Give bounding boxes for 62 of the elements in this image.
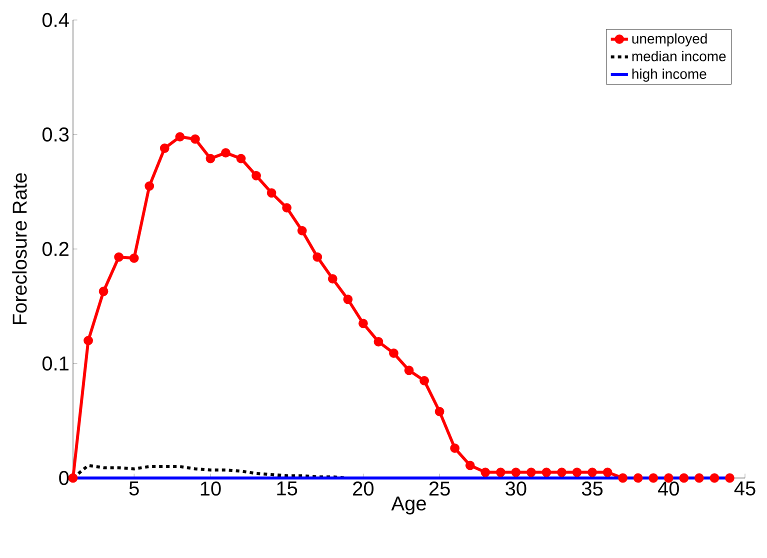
point — [389, 348, 398, 358]
point — [221, 148, 230, 158]
legend-label: median income — [632, 51, 726, 62]
x-tick-label: 45 — [734, 482, 756, 496]
point — [434, 406, 444, 416]
x-axis-title: Age — [391, 496, 426, 514]
point — [160, 144, 170, 153]
point — [465, 460, 475, 470]
x-tick-label: 5 — [129, 482, 139, 496]
point — [343, 294, 353, 304]
point — [206, 154, 216, 164]
point — [480, 468, 490, 477]
y-tick-label: 0 — [59, 470, 69, 486]
point — [633, 473, 643, 483]
point — [450, 444, 460, 453]
legend-label: high income — [632, 68, 706, 82]
point — [297, 226, 307, 236]
x-tick-label: 15 — [277, 482, 298, 496]
point — [602, 468, 612, 477]
point — [618, 473, 628, 483]
point — [710, 473, 720, 483]
y-tick-label: 0.1 — [42, 356, 68, 371]
legend-label: unemployed — [632, 33, 707, 46]
point — [266, 188, 276, 198]
point — [84, 336, 93, 346]
point — [572, 468, 582, 477]
point — [694, 473, 704, 483]
point — [98, 286, 108, 296]
point — [282, 203, 292, 212]
point — [420, 376, 429, 386]
point — [328, 274, 338, 284]
point — [496, 468, 506, 477]
point — [190, 134, 200, 144]
point — [542, 468, 552, 477]
point — [114, 252, 124, 262]
y-tick-label: 0.3 — [42, 127, 69, 142]
point — [144, 181, 154, 191]
point — [252, 171, 261, 180]
point — [175, 132, 185, 142]
point — [374, 337, 384, 346]
y-axis-title: Foreclosure Rate — [12, 173, 27, 324]
point — [404, 366, 414, 376]
point — [557, 468, 566, 477]
point — [68, 473, 78, 483]
x-tick-label: 35 — [582, 482, 603, 496]
point — [129, 253, 139, 263]
y-tick-label: 0.2 — [42, 242, 68, 256]
point — [588, 468, 597, 477]
point — [725, 473, 734, 483]
y-tick-label: 0.4 — [42, 12, 69, 28]
x-tick-label: 10 — [200, 482, 221, 496]
x-tick-label: 40 — [658, 482, 679, 496]
x-tick-label: 30 — [506, 482, 526, 496]
point — [526, 468, 536, 477]
point — [679, 473, 689, 483]
point — [312, 252, 322, 262]
point — [358, 318, 368, 328]
x-tick-label: 25 — [429, 482, 450, 496]
point — [511, 468, 521, 477]
point — [648, 473, 658, 483]
x-tick-label: 20 — [353, 482, 374, 496]
point — [236, 154, 246, 164]
